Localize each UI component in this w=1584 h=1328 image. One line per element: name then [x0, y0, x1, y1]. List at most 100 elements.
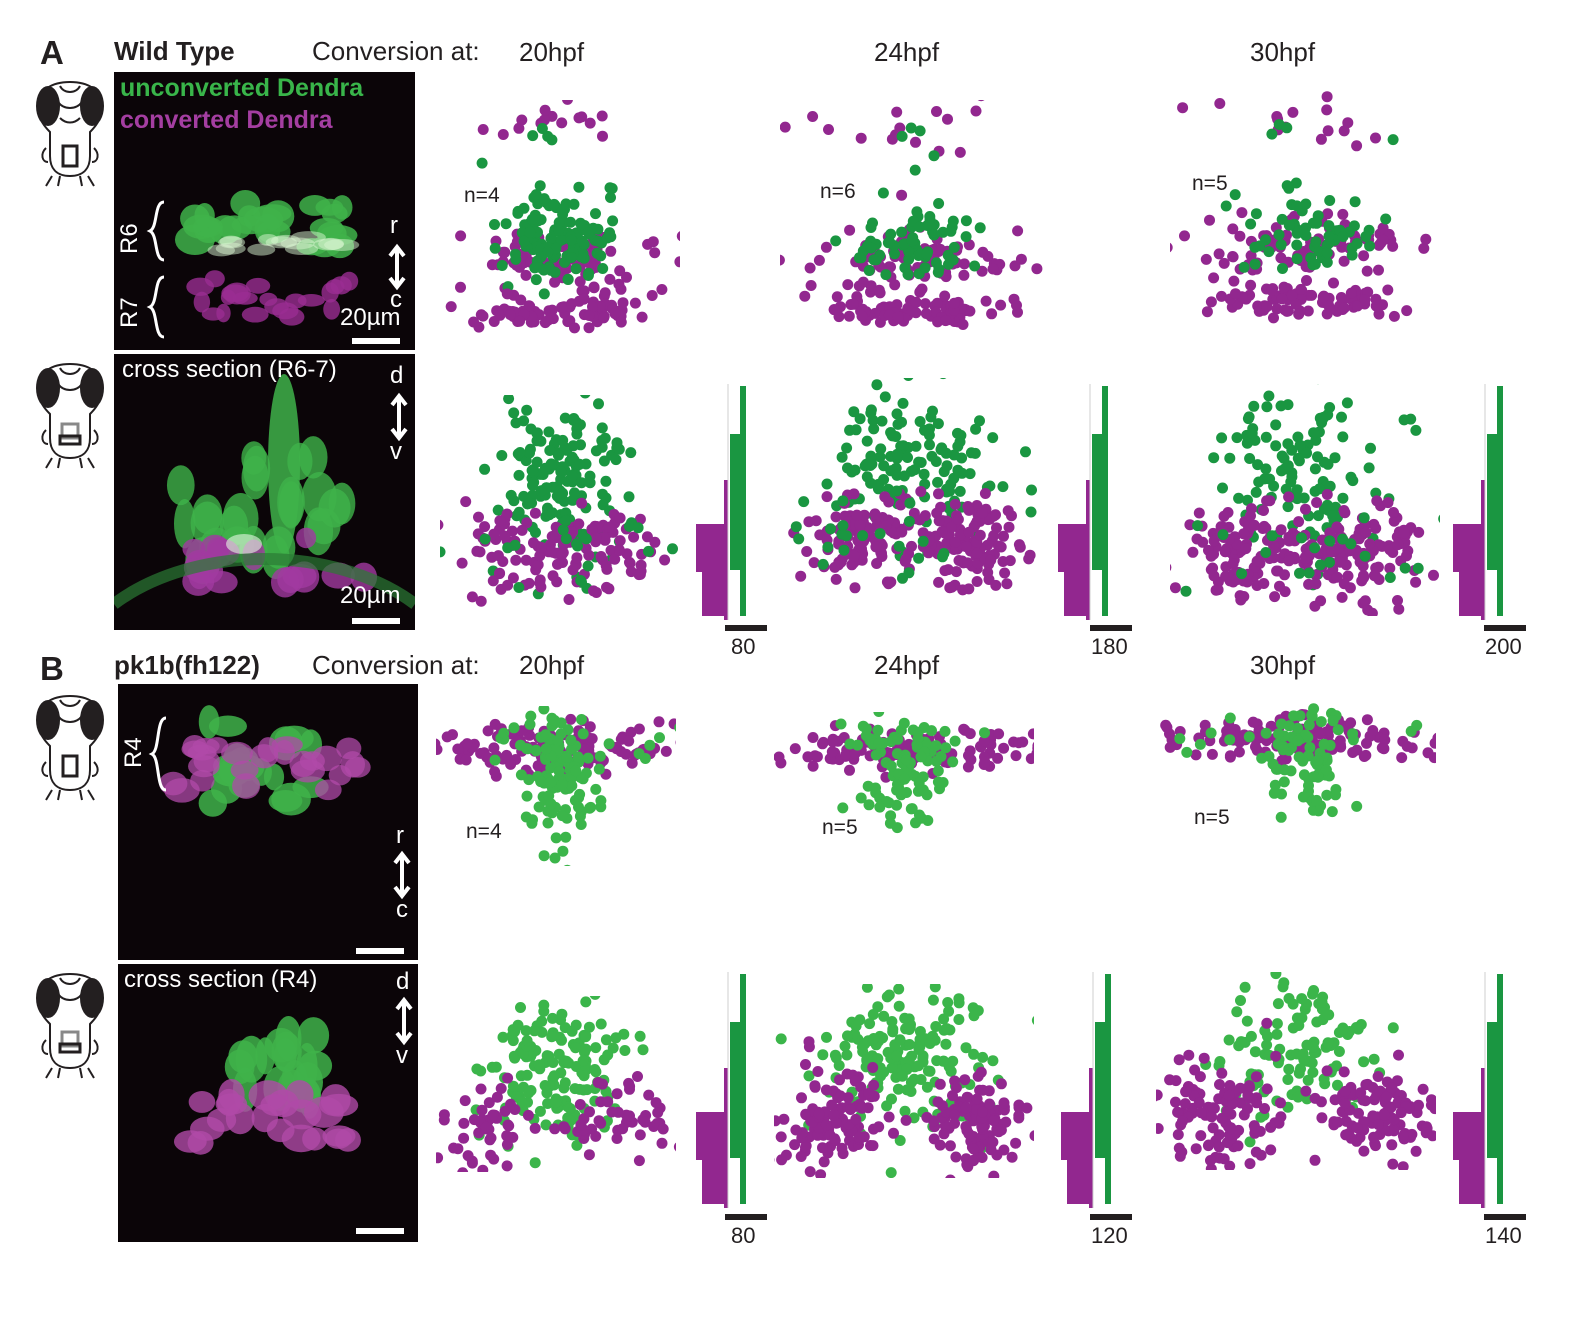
- cell-dot-converted: [1177, 102, 1189, 114]
- cell-dot-converted: [457, 1167, 469, 1172]
- cell-dot-converted: [1378, 743, 1390, 755]
- cell-dot-converted: [586, 733, 598, 745]
- cell-dot-unconverted: [1285, 476, 1297, 488]
- fluorescent-cell: [241, 306, 269, 323]
- cell-dot-unconverted: [577, 235, 588, 247]
- cell-dot-unconverted: [1291, 239, 1303, 251]
- cell-dot-unconverted: [947, 756, 959, 768]
- cell-dot-converted: [883, 1111, 895, 1123]
- cell-dot-unconverted: [543, 426, 555, 438]
- histogram-bin: [702, 1160, 728, 1204]
- cell-dot-unconverted: [1282, 501, 1294, 513]
- cell-dot-converted: [960, 1121, 972, 1133]
- cell-dot-converted: [611, 1088, 623, 1100]
- cell-dot-unconverted: [595, 795, 607, 807]
- cell-dot-unconverted: [576, 714, 587, 725]
- cell-dot-unconverted: [1358, 512, 1370, 524]
- cell-dot-unconverted: [891, 485, 903, 497]
- cell-dot-unconverted: [1275, 811, 1287, 823]
- cell-dot-unconverted: [600, 475, 612, 487]
- cell-dot-unconverted: [927, 994, 939, 1006]
- cell-dot-converted: [485, 1149, 497, 1161]
- cell-dot-converted: [1270, 1050, 1282, 1062]
- cell-dot-converted: [804, 262, 816, 274]
- cell-dot-unconverted: [1318, 738, 1330, 750]
- cell-dot-unconverted: [563, 864, 571, 866]
- cell-dot-unconverted: [545, 762, 557, 774]
- cell-dot-converted: [1274, 580, 1285, 592]
- cell-dot-unconverted: [553, 765, 565, 777]
- cell-dot-converted: [522, 1109, 534, 1121]
- cell-dot-converted: [1351, 744, 1363, 756]
- cell-dot-converted: [910, 307, 922, 319]
- cell-dot-converted: [1217, 521, 1229, 533]
- cell-dot-unconverted: [1273, 229, 1285, 241]
- cell-dot-converted: [550, 529, 561, 541]
- cell-dot-unconverted: [1300, 729, 1311, 741]
- cell-dot-converted: [1216, 290, 1227, 302]
- cell-dot-converted: [820, 1119, 832, 1131]
- fluorescent-cell: [193, 291, 211, 313]
- cell-dot-unconverted: [1217, 482, 1228, 494]
- cell-dot-converted: [940, 1106, 952, 1118]
- cell-dot-converted: [950, 1151, 962, 1163]
- cell-dot-unconverted: [939, 725, 951, 737]
- cell-dot-unconverted: [592, 223, 604, 235]
- cell-dot-unconverted: [909, 464, 921, 476]
- cell-dot-converted: [1258, 505, 1269, 516]
- fluorescent-cell: [166, 465, 195, 506]
- cell-dot-converted: [549, 276, 561, 288]
- cell-dot-converted: [988, 1115, 1000, 1127]
- cell-dot-converted: [1179, 230, 1190, 242]
- cell-dot-unconverted: [556, 1008, 568, 1020]
- cell-dot-converted: [501, 1160, 513, 1172]
- cell-dot-converted: [595, 551, 607, 562]
- cell-dot-converted: [476, 1104, 488, 1116]
- cell-dot-converted: [586, 1123, 598, 1135]
- fluorescent-cell: [190, 1116, 225, 1141]
- cell-dot-unconverted: [607, 215, 619, 227]
- cell-dot-unconverted: [1321, 789, 1333, 801]
- cell-dot-converted: [780, 121, 791, 133]
- cell-dot-unconverted: [1244, 1136, 1256, 1148]
- cell-dot-converted: [1364, 538, 1376, 550]
- cell-dot-unconverted: [1238, 261, 1250, 273]
- cell-dot-unconverted: [1260, 547, 1272, 558]
- cell-dot-unconverted: [471, 1063, 483, 1075]
- cell-dot-converted: [1315, 595, 1327, 607]
- cell-dot-converted: [1017, 736, 1029, 748]
- cell-dot-converted: [1392, 595, 1403, 606]
- cell-dot-unconverted: [577, 1055, 589, 1067]
- cell-dot-converted: [1309, 1154, 1321, 1166]
- cell-dot-converted: [1311, 497, 1323, 508]
- cell-dot-converted: [1156, 1123, 1164, 1134]
- cell-dot-unconverted: [1291, 253, 1303, 265]
- cell-dot-unconverted: [1351, 800, 1363, 812]
- cell-dot-unconverted: [498, 727, 510, 739]
- cell-dot-converted: [609, 553, 621, 565]
- cell-dot-unconverted: [508, 495, 520, 507]
- cell-dot-converted: [487, 575, 499, 587]
- cell-dot-unconverted: [535, 776, 547, 788]
- histogram-bin: [1095, 1022, 1111, 1158]
- hist-scale-b-30: 140: [1485, 1223, 1522, 1248]
- cell-dot-unconverted: [1254, 240, 1266, 252]
- cell-dot-converted: [455, 230, 467, 242]
- cell-dot-converted: [1397, 1161, 1409, 1170]
- cell-dot-unconverted: [1293, 1020, 1305, 1031]
- cell-dot-converted: [869, 508, 881, 520]
- histogram-bin: [1092, 434, 1108, 570]
- cell-dot-converted: [1207, 1102, 1219, 1114]
- cell-dot-unconverted: [1316, 996, 1328, 1008]
- cell-dot-converted: [1179, 1098, 1191, 1110]
- cell-dot-unconverted: [1250, 208, 1262, 220]
- cross-title-a: cross section (R6-7): [122, 356, 337, 383]
- cell-dot-unconverted: [521, 404, 533, 416]
- cell-dot-converted: [1410, 576, 1422, 588]
- hist-scale-a-20: 80: [731, 634, 756, 659]
- cell-dot-converted: [1300, 503, 1311, 515]
- cell-dot-unconverted: [930, 740, 942, 752]
- cell-dot-converted: [915, 285, 926, 297]
- cell-dot-converted: [820, 241, 832, 253]
- cell-dot-converted: [436, 1152, 444, 1164]
